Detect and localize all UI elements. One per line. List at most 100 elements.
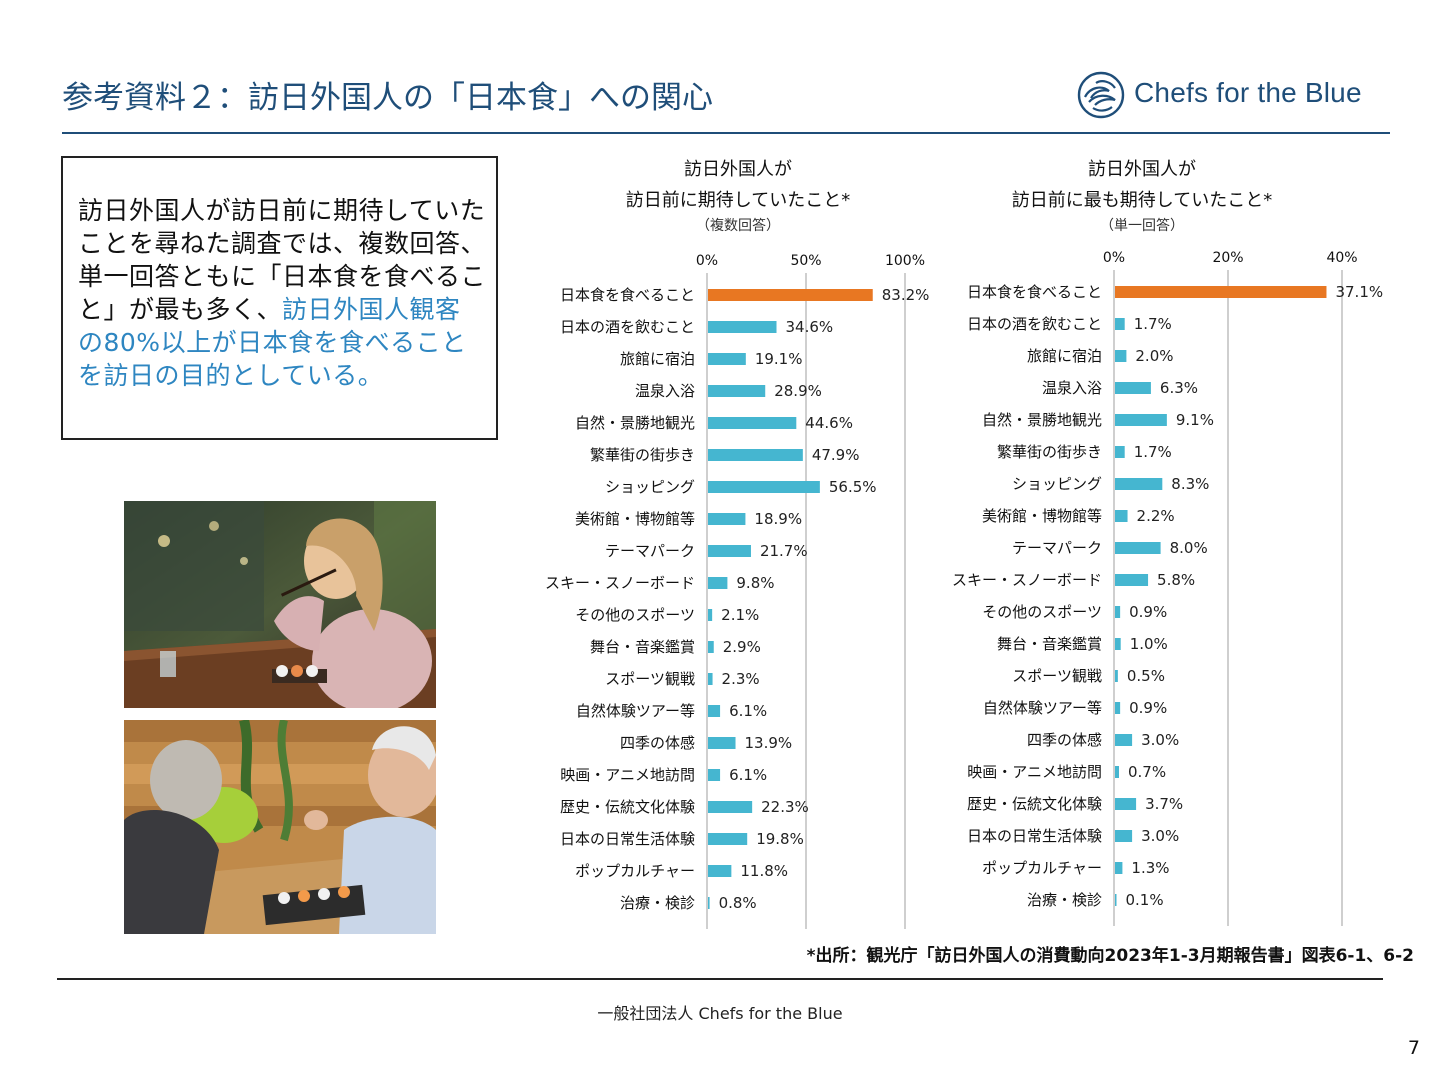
c1-value-label: 34.6% — [786, 318, 834, 336]
c2-value-label: 37.1% — [1335, 283, 1383, 301]
c2-value-label: 3.7% — [1145, 795, 1183, 813]
c2-category-label: 美術館・博物館等 — [982, 507, 1102, 525]
c2-category-label: 自然・景勝地観光 — [982, 411, 1102, 429]
footer-divider — [57, 978, 1383, 980]
c1-category-label: 旅館に宿泊 — [620, 350, 695, 368]
c2-category-label: 舞台・音楽鑑賞 — [997, 635, 1102, 653]
c2-category-label: 日本の酒を飲むこと — [967, 315, 1102, 333]
c2-value-label: 0.9% — [1129, 603, 1167, 621]
c2-bar — [1115, 766, 1119, 778]
c1-category-label: 温泉入浴 — [635, 382, 695, 400]
c1-category-label: その他のスポーツ — [575, 606, 695, 624]
c1-category-label: 日本食を食べること — [560, 286, 695, 304]
c2-category-label: ポップカルチャー — [982, 859, 1102, 877]
c2-value-label: 3.0% — [1141, 731, 1179, 749]
c2-bar — [1115, 446, 1125, 458]
chart-single-answer: 訪日外国人が 訪日前に最も期待していたこと* （単一回答） 0% 20% 40% 日本食を食… — [940, 150, 1410, 930]
c1-category-label: 自然・景勝地観光 — [575, 414, 695, 432]
c1-category-label: 舞台・音楽鑑賞 — [590, 638, 695, 656]
c1-value-label: 22.3% — [761, 798, 809, 816]
c2-value-label: 3.0% — [1141, 827, 1179, 845]
c2-bar — [1115, 638, 1121, 650]
c1-tick-label: 0% — [696, 253, 718, 269]
c1-tick-label: 50% — [790, 253, 821, 269]
c2-category-label: 繁華街の街歩き — [997, 443, 1102, 461]
c2-bar — [1115, 734, 1133, 746]
c1-category-label: 映画・アニメ地訪問 — [560, 766, 695, 784]
c1-value-label: 2.1% — [721, 606, 759, 624]
c1-category-label: 治療・検診 — [620, 894, 695, 912]
c2-bar — [1115, 510, 1128, 522]
c2-bar — [1115, 702, 1121, 714]
c1-bar — [708, 609, 713, 621]
source-citation: *出所：観光庁「訪日外国人の消費動向2023年1-3月期報告書」図表6-1、6-… — [806, 946, 1414, 966]
c1-bar — [708, 353, 746, 365]
c1-value-label: 9.8% — [736, 574, 774, 592]
brand-logo: Chefs for the Blue — [1076, 70, 1396, 120]
c2-category-label: スポーツ観戦 — [1012, 667, 1102, 685]
c1-value-label: 21.7% — [760, 542, 808, 560]
c2-title-line: 訪日前に最も期待していたこと* — [1012, 190, 1272, 211]
c1-category-label: ポップカルチャー — [575, 862, 695, 880]
c1-category-label: ショッピング — [605, 478, 695, 496]
c1-bar — [708, 769, 721, 781]
c2-bar — [1115, 382, 1151, 394]
c2-value-label: 2.2% — [1137, 507, 1175, 525]
c1-bar — [708, 289, 873, 301]
c1-value-label: 2.3% — [722, 670, 760, 688]
c2-bar — [1115, 318, 1125, 330]
c2-subtitle: （単一回答） — [1100, 217, 1184, 234]
c1-bar — [708, 705, 721, 717]
c2-category-label: ショッピング — [1012, 475, 1102, 493]
c2-value-label: 1.7% — [1134, 443, 1172, 461]
c1-value-label: 11.8% — [740, 862, 788, 880]
c1-bar — [708, 481, 820, 493]
c1-value-label: 6.1% — [729, 766, 767, 784]
c2-tick-label: 40% — [1326, 250, 1357, 266]
c2-value-label: 1.7% — [1134, 315, 1172, 333]
c2-value-label: 6.3% — [1160, 379, 1198, 397]
fish-wave-logo-icon — [1077, 71, 1125, 119]
c2-bar — [1115, 670, 1118, 682]
c1-bar — [708, 417, 797, 429]
c1-category-label: 繁華街の街歩き — [590, 446, 695, 464]
c2-value-label: 0.7% — [1128, 763, 1166, 781]
c1-category-label: 日本の酒を飲むこと — [560, 318, 695, 336]
c1-value-label: 18.9% — [754, 510, 802, 528]
c1-category-label: 歴史・伝統文化体験 — [560, 798, 695, 816]
c2-bar — [1115, 830, 1133, 842]
c1-category-label: 日本の日常生活体験 — [560, 830, 695, 848]
c2-value-label: 5.8% — [1157, 571, 1195, 589]
c2-bar — [1115, 286, 1327, 298]
c1-bar — [708, 513, 746, 525]
c1-title-line: 訪日前に期待していたこと* — [626, 190, 850, 211]
c2-category-label: 四季の体感 — [1027, 731, 1102, 749]
c1-value-label: 19.8% — [756, 830, 804, 848]
c2-value-label: 8.3% — [1171, 475, 1209, 493]
c2-category-label: 自然体験ツアー等 — [983, 699, 1102, 717]
c1-value-label: 47.9% — [812, 446, 860, 464]
c1-bar — [708, 897, 710, 909]
c1-bar — [708, 449, 803, 461]
c2-bar — [1115, 574, 1149, 586]
c1-value-label: 6.1% — [729, 702, 767, 720]
c1-bar — [708, 833, 748, 845]
c1-bar — [708, 577, 728, 589]
c2-category-label: その他のスポーツ — [982, 603, 1102, 621]
c1-bar — [708, 545, 751, 557]
summary-note: 訪日外国人が訪日前に期待していたことを尋ねた調査では、複数回答、単一回答ともに「… — [61, 156, 498, 440]
c1-category-label: スポーツ観戦 — [605, 670, 695, 688]
c1-bar — [708, 801, 753, 813]
c2-bar — [1115, 894, 1117, 906]
c1-category-label: 美術館・博物館等 — [575, 510, 695, 528]
c1-category-label: 四季の体感 — [620, 734, 695, 752]
c2-tick-label: 20% — [1212, 250, 1243, 266]
chart-multiple-answer: 訪日外国人が 訪日前に期待していたこと* （複数回答） 0% 50% 100% 日本食を食べ… — [540, 150, 960, 930]
title-divider — [62, 132, 1390, 134]
c2-category-label: 歴史・伝統文化体験 — [967, 795, 1102, 813]
page-title: 参考資料２：訪日外国人の「日本食」への関心 — [62, 80, 713, 116]
c1-value-label: 56.5% — [829, 478, 877, 496]
c2-value-label: 9.1% — [1176, 411, 1214, 429]
logo-text: Chefs for the Blue — [1134, 77, 1362, 108]
c1-bar — [708, 321, 777, 333]
